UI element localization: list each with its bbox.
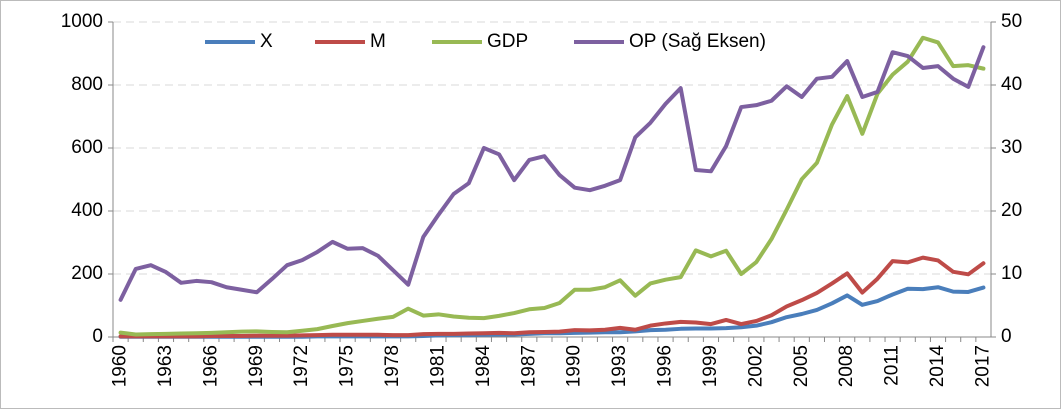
- x-tick-label: 1987: [518, 345, 539, 387]
- y2-tick-label: 30: [1001, 137, 1022, 158]
- y2-tick-label: 20: [1001, 200, 1022, 221]
- x-tick-label: 2005: [791, 345, 812, 387]
- series-line: [118, 255, 986, 339]
- legend-label: OP (Sağ Eksen): [629, 31, 766, 52]
- y-tick-label: 400: [71, 200, 103, 221]
- x-tick-label: 1978: [382, 345, 403, 387]
- y2-tick-label: 40: [1001, 74, 1022, 95]
- x-tick-label: 1960: [110, 345, 131, 387]
- x-tick-label: 2014: [927, 345, 948, 388]
- x-tick-label: 2017: [972, 345, 993, 387]
- y2-tick-label: 0: [1001, 326, 1012, 347]
- x-tick-label: 1996: [655, 345, 676, 387]
- legend-label: M: [370, 31, 386, 52]
- x-tick-label: 1981: [427, 345, 448, 387]
- y2-tick-label: 10: [1001, 263, 1022, 284]
- y-tick-label: 200: [71, 263, 103, 284]
- x-tick-label: 1993: [609, 345, 630, 387]
- x-tick-label: 1972: [291, 345, 312, 387]
- x-tick-label: 1963: [155, 345, 176, 387]
- x-tick-label: 2011: [882, 345, 903, 386]
- x-tick-label: 2002: [745, 345, 766, 387]
- y2-tick-label: 50: [1001, 11, 1022, 32]
- legend-label: X: [260, 31, 273, 52]
- x-tick-label: 2008: [836, 345, 857, 387]
- x-tick-label: 1969: [246, 345, 267, 387]
- y-tick-label: 600: [71, 137, 103, 158]
- y-tick-label: 800: [71, 74, 103, 95]
- x-tick-label: 1984: [473, 345, 494, 388]
- legend-label: GDP: [487, 31, 528, 52]
- series-line: [118, 45, 986, 302]
- x-tick-label: 1999: [700, 345, 721, 387]
- y-tick-label: 0: [92, 326, 103, 347]
- x-tick-label: 1975: [337, 345, 358, 387]
- y-tick-label: 1000: [61, 11, 103, 32]
- x-tick-label: 1966: [200, 345, 221, 387]
- series-line: [118, 35, 986, 337]
- x-tick-label: 1990: [564, 345, 585, 387]
